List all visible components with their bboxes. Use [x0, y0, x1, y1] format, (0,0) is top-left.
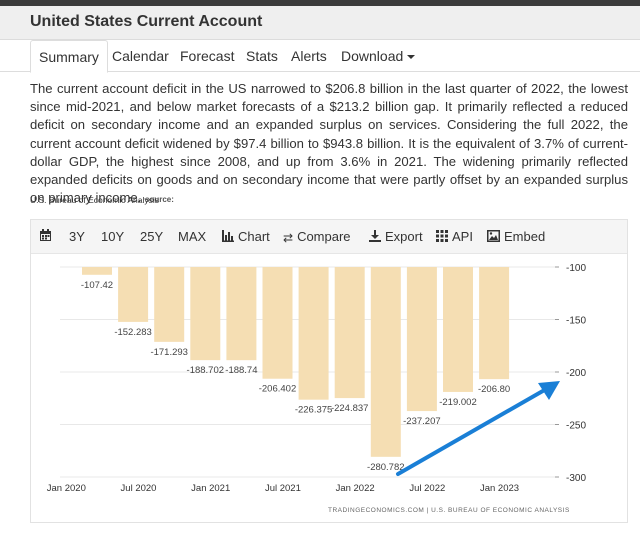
bar: [479, 267, 510, 380]
bar-value-label: -171.293: [150, 347, 188, 358]
y-tick-label: -300: [566, 473, 586, 484]
source-name: U.S. Bureau of Economic Analysis: [30, 195, 159, 205]
bar-value-label: -152.283: [114, 327, 152, 338]
tab-download-label: Download: [341, 48, 404, 64]
chart-type-button[interactable]: Chart: [222, 229, 270, 245]
bar-chart-icon: [222, 230, 234, 245]
bar-value-label: -107.42: [81, 280, 113, 291]
page-title: United States Current Account: [30, 13, 263, 30]
range-3y-button[interactable]: 3Y: [69, 229, 85, 244]
bar-value-label: -206.80: [478, 384, 510, 395]
bar-value-label: -188.702: [187, 365, 225, 376]
tab-download[interactable]: Download: [341, 40, 416, 72]
summary-text: The current account deficit in the US na…: [30, 81, 628, 206]
x-tick-label: Jul 2022: [409, 483, 445, 494]
chart-toolbar: 3Y 10Y 25Y MAX Chart ⇄ Compare Export API…: [31, 220, 627, 254]
y-tick-label: -100: [566, 263, 586, 274]
bar-value-label: -206.402: [259, 384, 297, 395]
api-button[interactable]: API: [436, 229, 473, 245]
bar: [226, 267, 257, 361]
y-tick-label: -250: [566, 421, 586, 432]
export-label: Export: [385, 229, 423, 244]
bar: [262, 267, 293, 379]
x-tick-label: Jul 2020: [121, 483, 157, 494]
bar: [406, 267, 437, 412]
embed-button[interactable]: Embed: [487, 229, 545, 245]
compare-label: Compare: [297, 229, 351, 244]
x-tick-label: Jan 2023: [480, 483, 519, 494]
tab-forecast[interactable]: Forecast: [180, 48, 235, 64]
annotation-arrow-line: [396, 386, 550, 476]
caret-down-icon: [407, 55, 416, 60]
bar-value-label: -280.782: [367, 462, 405, 473]
bar: [370, 267, 401, 457]
range-10y-button[interactable]: 10Y: [101, 229, 125, 244]
bar: [154, 267, 185, 342]
x-tick-label: Jul 2021: [265, 483, 301, 494]
calendar-icon[interactable]: [39, 229, 52, 245]
page-header: United States Current Account: [0, 6, 640, 40]
compare-button[interactable]: ⇄ Compare: [283, 229, 351, 245]
bar: [190, 267, 221, 361]
bar: [82, 267, 112, 275]
bar-value-label: -237.207: [403, 416, 441, 427]
image-icon: [487, 230, 500, 245]
source-tag: source:: [144, 195, 174, 205]
grid-icon: [436, 230, 448, 245]
chart-label: Chart: [238, 229, 270, 244]
range-max-button[interactable]: MAX: [178, 229, 207, 244]
embed-label: Embed: [504, 229, 546, 244]
tab-calendar[interactable]: Calendar: [112, 48, 169, 64]
chart-panel: 3Y 10Y 25Y MAX Chart ⇄ Compare Export API…: [30, 219, 628, 523]
x-tick-label: Jan 2022: [336, 483, 375, 494]
x-tick-label: Jan 2021: [191, 483, 230, 494]
y-tick-label: -150: [566, 316, 586, 327]
bar: [118, 267, 149, 322]
shuffle-icon: ⇄: [283, 231, 294, 245]
api-label: API: [452, 229, 473, 244]
bar-value-label: -226.375: [295, 405, 333, 416]
top-strip: [0, 0, 640, 6]
tab-bar: Summary Calendar Forecast Stats Alerts D…: [0, 40, 640, 73]
download-icon: [369, 230, 381, 245]
bar-value-label: -188.74: [225, 365, 257, 376]
chart-attribution: TRADINGECONOMICS.COM | U.S. BUREAU OF EC…: [328, 507, 570, 514]
tab-stats[interactable]: Stats: [246, 48, 278, 64]
bar: [334, 267, 365, 399]
y-tick-label: -200: [566, 368, 586, 379]
x-tick-label: Jan 2020: [47, 483, 86, 494]
bar-value-label: -224.837: [331, 403, 369, 414]
export-button[interactable]: Export: [369, 229, 423, 245]
bar-value-label: -219.002: [439, 397, 477, 408]
range-25y-button[interactable]: 25Y: [140, 229, 164, 244]
bar: [298, 267, 329, 400]
summary-paragraph: The current account deficit in the US na…: [30, 80, 628, 209]
tab-summary[interactable]: Summary: [30, 40, 108, 73]
tab-alerts[interactable]: Alerts: [291, 48, 327, 64]
bar: [443, 267, 473, 392]
annotation-arrow-head: [538, 381, 560, 400]
